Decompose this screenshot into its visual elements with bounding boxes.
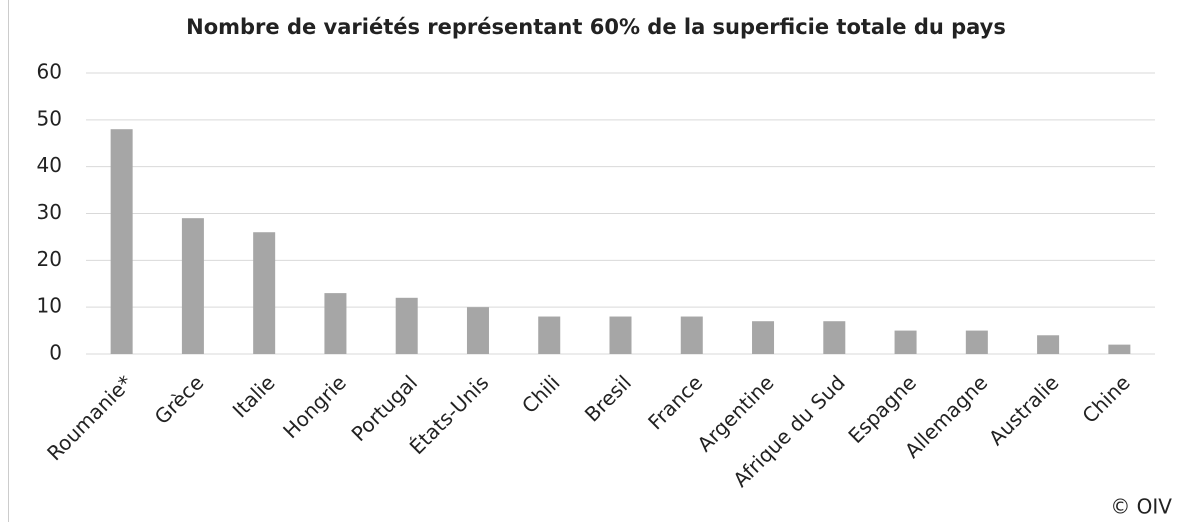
bar <box>181 218 204 354</box>
bar <box>894 330 917 354</box>
y-tick-label: 20 <box>37 247 62 271</box>
bar <box>110 129 133 354</box>
x-tick-label: Portugal <box>347 370 423 446</box>
bar <box>538 316 561 354</box>
x-tick-label: Chine <box>1077 370 1134 427</box>
y-tick-label: 10 <box>37 294 62 318</box>
chart-title: Nombre de variétés représentant 60% de l… <box>186 15 1006 39</box>
y-tick-label: 50 <box>37 106 62 130</box>
x-tick-label: Italie <box>228 370 280 422</box>
bar <box>965 330 988 354</box>
bar <box>823 321 846 354</box>
x-tick-label: France <box>643 370 707 434</box>
bar <box>1108 344 1131 354</box>
x-tick-label: Hongrie <box>278 370 351 443</box>
y-tick-label: 30 <box>37 200 62 224</box>
bar <box>609 316 632 354</box>
x-tick-label: Bresil <box>580 370 636 426</box>
bar <box>253 232 276 354</box>
x-tick-label: Grèce <box>150 370 209 429</box>
bar <box>324 293 347 354</box>
y-tick-label: 60 <box>37 60 62 84</box>
bar <box>1037 335 1060 354</box>
y-tick-label: 0 <box>49 341 62 365</box>
bar <box>395 297 418 354</box>
x-tick-label: Roumanie* <box>42 370 137 465</box>
bar <box>680 316 703 354</box>
bar <box>466 307 489 354</box>
x-tick-label: Chili <box>517 370 565 418</box>
x-tick-label: Australie <box>984 370 1064 450</box>
y-tick-label: 40 <box>37 153 62 177</box>
bar <box>752 321 775 354</box>
credit: © OIV <box>1110 495 1172 519</box>
